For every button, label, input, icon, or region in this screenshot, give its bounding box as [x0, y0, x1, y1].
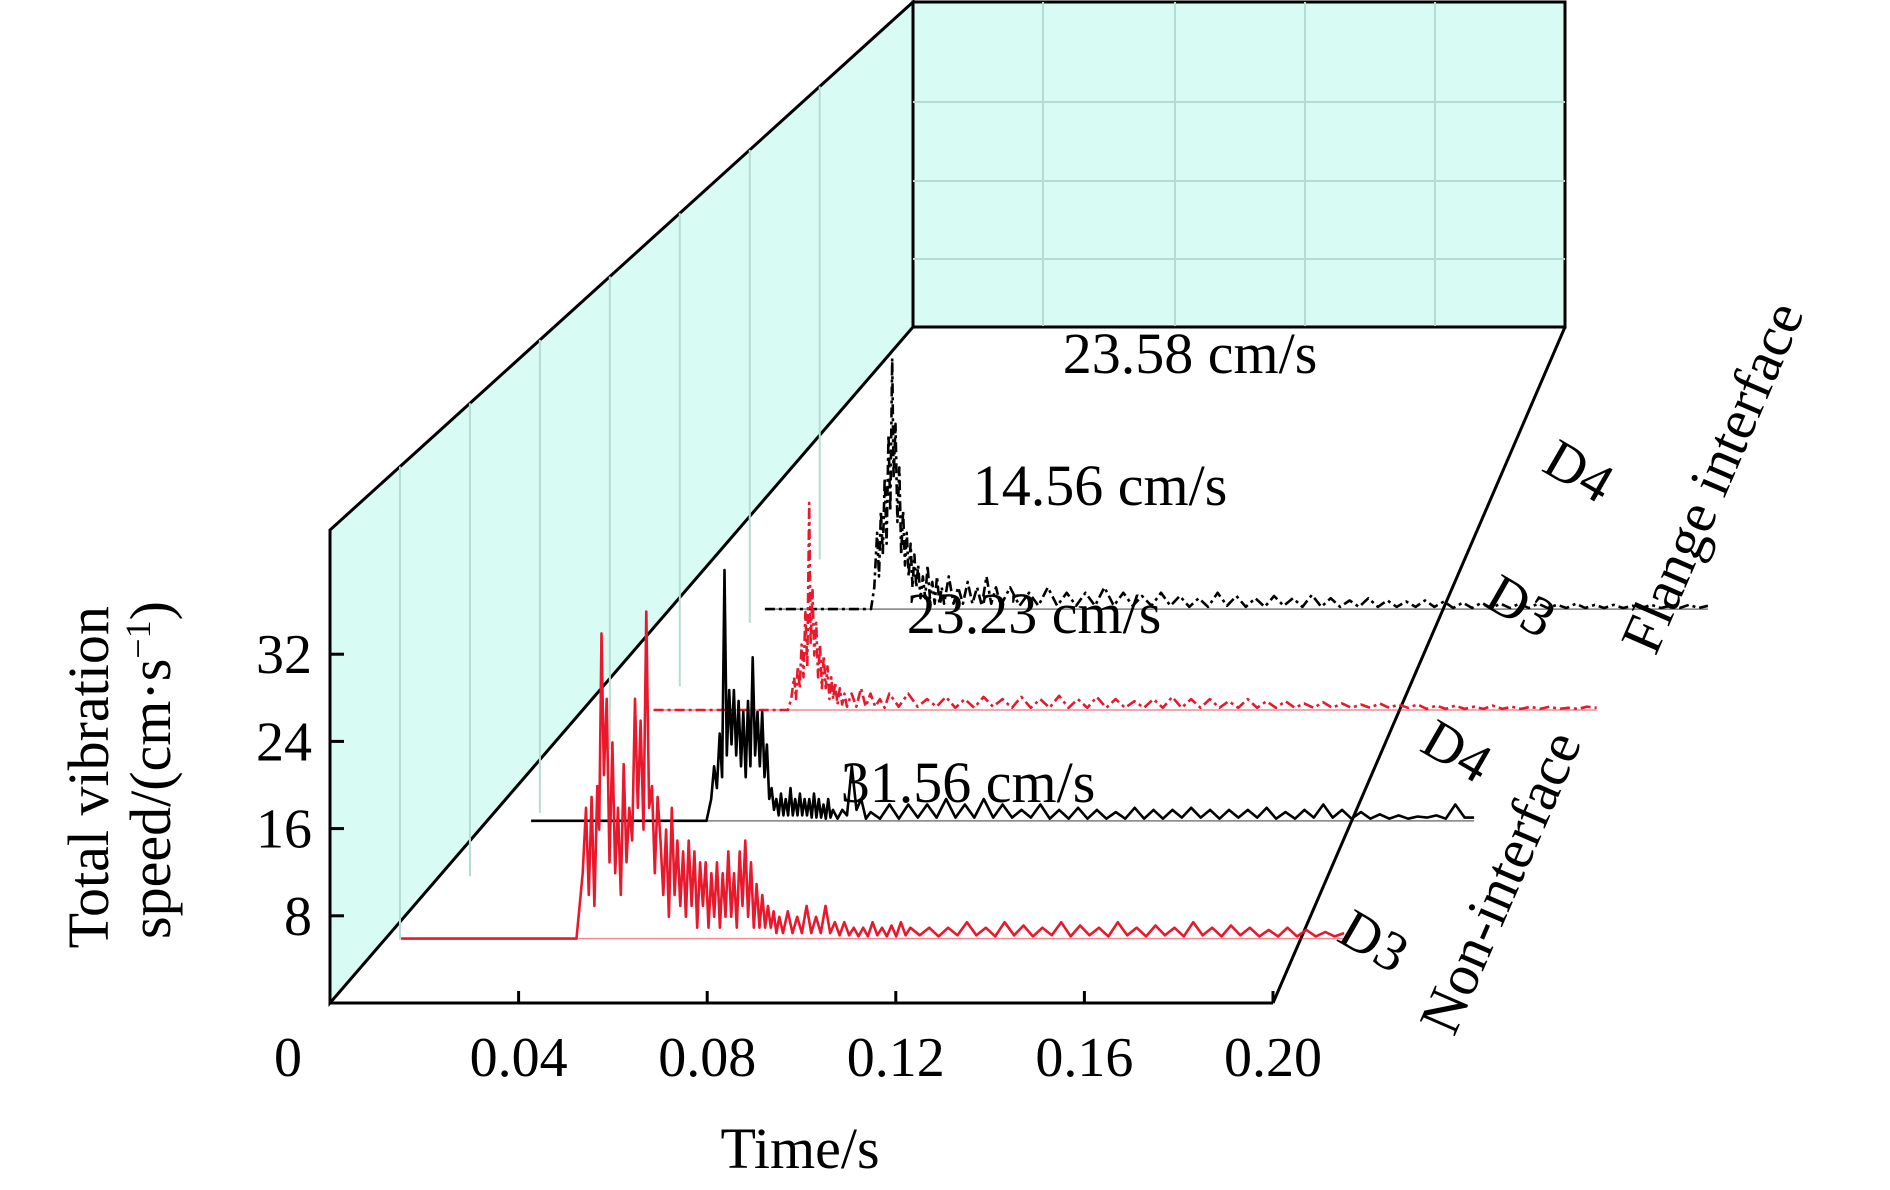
series-line-non-interface-d4 — [531, 568, 1475, 823]
x-axis-label: Time/s — [720, 1116, 879, 1181]
y-tick-label: 24 — [256, 711, 312, 773]
y-axis-label-close: ) — [118, 601, 183, 620]
peak-value-label: 23.23 cm/s — [907, 581, 1162, 646]
y-axis-label: Total vibration speed/(cm·s−1) — [56, 592, 183, 949]
y-axis-label-unit-exponent: −1 — [118, 620, 158, 658]
x-tick-label: 0 — [274, 1027, 302, 1089]
x-axis-ticks: 0 0.04 0.08 0.12 0.16 0.20 — [274, 991, 1322, 1089]
series-layer — [401, 357, 1709, 940]
series-label-d4: D4 — [1412, 708, 1502, 796]
x-tick-label: 0.08 — [658, 1027, 756, 1089]
y-tick-label: 8 — [284, 886, 312, 948]
peak-value-label: 31.56 cm/s — [841, 750, 1096, 815]
series-label-d4: D4 — [1534, 428, 1624, 516]
series-label-d3: D3 — [1476, 563, 1566, 651]
series-line-flange-interface-d3 — [653, 501, 1597, 712]
x-tick-label: 0.16 — [1035, 1027, 1133, 1089]
peak-value-label: 14.56 cm/s — [973, 453, 1228, 518]
floor-right-edge — [1271, 326, 1567, 1004]
left-wall-grid — [398, 86, 821, 940]
x-tick-label: 0.04 — [470, 1027, 568, 1089]
series-line-flange-interface-d4 — [764, 357, 1709, 611]
y-axis-label-line1: Total vibration — [56, 606, 121, 948]
x-tick-label: 0.12 — [847, 1027, 945, 1089]
back-wall — [911, 0, 1567, 329]
group-label-flange-interface: Flange interface — [1608, 292, 1817, 662]
back-wall-grid — [913, 2, 1565, 327]
y-tick-label: 16 — [256, 799, 312, 861]
series-label-d3: D3 — [1329, 898, 1419, 986]
y-tick-label: 32 — [256, 624, 312, 686]
y-axis-label-line2: speed/(cm·s — [118, 659, 183, 939]
peak-value-label: 23.58 cm/s — [1063, 321, 1318, 386]
series-line-non-interface-d3 — [401, 610, 1345, 940]
y-axis-ticks: 8 16 24 32 — [256, 624, 344, 948]
peak-labels: 23.58 cm/s 14.56 cm/s 23.23 cm/s 31.56 cm/s — [841, 321, 1318, 815]
x-tick-label: 0.20 — [1224, 1027, 1322, 1089]
